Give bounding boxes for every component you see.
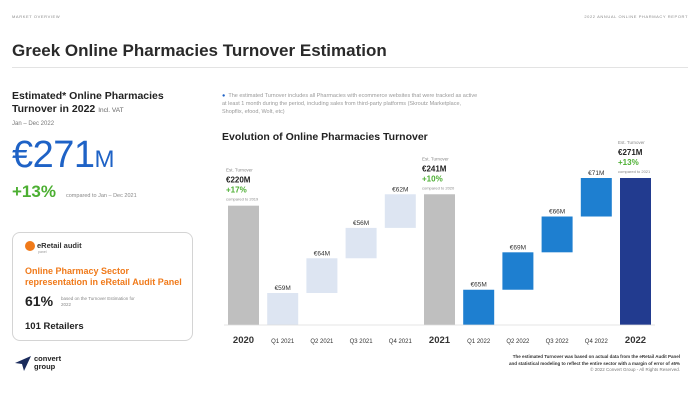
- header-section-label: MARKET OVERVIEW: [12, 14, 61, 19]
- footnote: The estimated Turnover was based on actu…: [380, 354, 680, 374]
- panel-percentage-note: based on the Turnover Estimation for 202…: [61, 296, 135, 307]
- bar-9: [580, 178, 612, 217]
- bar-value-label-1: €59M: [275, 285, 291, 292]
- bar-annotation-note-0: compared to 2019: [226, 197, 259, 202]
- bar-2: [306, 258, 338, 293]
- chart-title: Evolution of Online Pharmacies Turnover: [222, 131, 428, 143]
- x-tick-label-10: 2022: [625, 335, 646, 346]
- summary-growth-note: compared to Jan – Dec 2021: [66, 193, 137, 199]
- x-tick-label-2: Q2 2021: [310, 339, 334, 345]
- bar-annotation-title-5: Est. Turnover: [422, 156, 449, 161]
- bar-10: [620, 178, 651, 325]
- turnover-note: ● The estimated Turnover includes all Pha…: [222, 92, 482, 116]
- bar-annotation-growth-0: +17%: [226, 186, 247, 195]
- x-tick-label-9: Q4 2022: [585, 339, 609, 345]
- x-tick-label-3: Q3 2021: [350, 339, 374, 345]
- x-tick-label-6: Q1 2022: [467, 339, 491, 345]
- x-tick-label-5: 2021: [429, 335, 451, 346]
- summary-heading: Estimated* Online Pharmacies Turnover in…: [12, 90, 192, 117]
- header-report-label: 2022 ANNUAL ONLINE PHARMACY REPORT: [584, 14, 688, 19]
- brand-line-2: group: [34, 362, 56, 371]
- header-bar: MARKET OVERVIEW 2022 ANNUAL ONLINE PHARM…: [12, 14, 688, 19]
- bar-annotation-note-10: compared to 2021: [618, 169, 651, 174]
- brand-line-1: convert: [34, 354, 62, 363]
- bar-value-label-5: €241M: [422, 164, 447, 173]
- x-tick-label-8: Q3 2022: [546, 339, 570, 345]
- bar-annotation-title-10: Est. Turnover: [618, 140, 645, 145]
- bar-value-label-9: €71M: [588, 170, 604, 177]
- bar-value-label-0: €220M: [226, 176, 251, 185]
- eretail-panel-card: eRetail audit panel Online Pharmacy Sect…: [12, 232, 193, 341]
- eretail-logo-text: eRetail audit: [37, 241, 82, 250]
- footnote-line-1: The estimated Turnover was based on actu…: [512, 354, 680, 359]
- turnover-note-text: The estimated Turnover includes all Phar…: [222, 93, 478, 115]
- summary-vat-note: Incl. VAT: [98, 107, 124, 114]
- bar-annotation-growth-5: +10%: [422, 174, 443, 183]
- bar-8: [541, 216, 573, 253]
- title-divider: [12, 67, 688, 68]
- bar-value-label-10: €271M: [618, 148, 643, 157]
- x-tick-label-7: Q2 2022: [506, 339, 530, 345]
- bar-annotation-note-5: compared to 2020: [422, 185, 455, 190]
- summary-big-value: €271M: [12, 134, 115, 180]
- bar-0: [228, 205, 259, 325]
- bullet-icon: ●: [222, 93, 226, 99]
- bar-value-label-4: €62M: [392, 186, 408, 193]
- bar-value-label-2: €64M: [314, 250, 330, 257]
- convert-group-logo-icon: [15, 356, 31, 371]
- brand-wordmark: convert group: [34, 355, 61, 371]
- summary-growth: +13%: [12, 182, 56, 201]
- panel-title: Online Pharmacy Sector representation in…: [25, 266, 182, 287]
- bar-5: [424, 194, 455, 325]
- eretail-logo-sub: panel: [38, 250, 47, 255]
- bar-1: [267, 292, 299, 325]
- eretail-logo-icon: [25, 241, 35, 252]
- copyright: © 2022 Convert Group - All Rights Reserv…: [590, 367, 680, 372]
- x-tick-label-0: 2020: [233, 335, 254, 346]
- summary-period: Jan – Dec 2022: [12, 121, 55, 127]
- page-title: Greek Online Pharmacies Turnover Estimat…: [12, 41, 387, 60]
- bar-value-label-6: €65M: [471, 282, 487, 289]
- bar-3: [345, 227, 377, 259]
- panel-percentage: 61%: [25, 293, 54, 309]
- summary-big-number: €271: [12, 134, 95, 176]
- footnote-line-2: and statistical modeling to reflect the …: [508, 360, 680, 366]
- summary-big-unit: M: [94, 146, 115, 173]
- eretail-logo: eRetail audit panel: [25, 241, 82, 254]
- bar-annotation-growth-10: +13%: [618, 158, 639, 167]
- convert-group-logo: convert group: [14, 354, 84, 376]
- bar-value-label-8: €66M: [549, 209, 565, 216]
- bar-4: [384, 194, 416, 228]
- bar-7: [502, 252, 534, 290]
- bar-value-label-3: €56M: [353, 220, 369, 227]
- x-tick-label-4: Q4 2021: [389, 339, 413, 345]
- panel-retailers: 101 Retailers: [25, 321, 84, 332]
- x-tick-label-1: Q1 2021: [271, 339, 295, 345]
- summary-heading-text: Estimated* Online Pharmacies Turnover in…: [12, 90, 164, 115]
- bar-annotation-title-0: Est. Turnover: [226, 168, 253, 173]
- bar-value-label-7: €69M: [510, 244, 526, 251]
- bar-6: [463, 289, 495, 325]
